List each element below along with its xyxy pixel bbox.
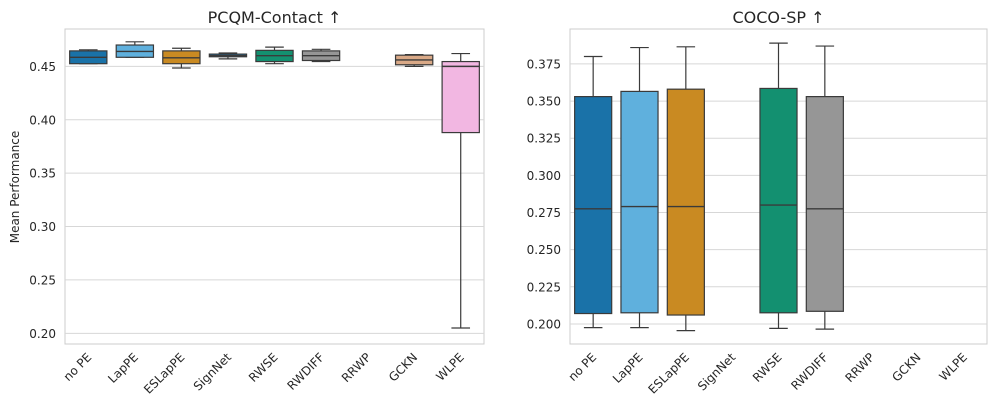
x-tick-label: SignNet [191, 350, 235, 394]
y-tick-label: 0.35 [29, 167, 56, 181]
box-lappe [620, 46, 659, 329]
x-tick-label: no PE [61, 350, 95, 384]
y-tick-label: 0.30 [29, 220, 56, 234]
x-tick-label: WLPE [936, 350, 969, 383]
iqr-box [441, 60, 480, 134]
x-tick-label: RWSE [750, 350, 785, 385]
y-tick-label: 0.20 [29, 327, 56, 341]
x-tick-label: RRWP [339, 350, 374, 385]
x-tick-label: ESLapPE [141, 350, 187, 396]
x-ticks-coco: no PE LapPE ESLapPE SignNet RWSE RWDIFF RRWP GC… [566, 350, 970, 397]
y-tick-label: 0.45 [29, 60, 56, 74]
box-wlpe [441, 52, 480, 329]
box-rwdiff [301, 48, 341, 63]
boxes-coco [574, 42, 844, 332]
y-ticks-coco: 0.200 0.225 0.250 0.275 0.300 0.325 0.350 0.375 [527, 57, 561, 331]
x-tick-label: RWDIFF [285, 350, 328, 393]
y-tick-label: 0.275 [527, 206, 561, 220]
grid-pcqm [65, 65, 484, 334]
y-tick-label: 0.350 [527, 95, 561, 109]
x-tick-label: GCKN [386, 350, 420, 384]
x-tick-label: SignNet [695, 350, 739, 394]
iqr-box [805, 96, 844, 312]
y-tick-label: 0.40 [29, 113, 56, 127]
box-no-pe [69, 49, 108, 65]
chart-title-coco: COCO-SP ↑ [732, 8, 824, 27]
y-tick-label: 0.325 [527, 132, 561, 146]
y-tick-label: 0.200 [527, 317, 561, 331]
x-ticks-pcqm: no PE LapPE ESLapPE SignNet RWSE RWDIFF RRWP GC… [61, 350, 467, 397]
panel-coco-sp: 0.200 0.225 0.250 0.275 0.300 0.325 0.350 0.375… [527, 8, 988, 397]
box-signnet [208, 52, 248, 60]
y-axis-label: Mean Performance [8, 131, 22, 244]
x-tick-label: RRWP [842, 350, 877, 385]
box-lappe [115, 41, 155, 58]
x-tick-label: LapPE [610, 350, 646, 386]
chart-title-pcqm: PCQM-Contact ↑ [208, 8, 342, 27]
iqr-box [666, 88, 705, 316]
boxes-pcqm [69, 41, 480, 329]
box-eslappe [666, 46, 705, 332]
box-rwdiff [805, 45, 844, 330]
y-ticks-pcqm: 0.20 0.25 0.30 0.35 0.40 0.45 [29, 60, 56, 341]
x-tick-label: ESLapPE [646, 350, 692, 396]
y-tick-label: 0.375 [527, 57, 561, 71]
box-no-pe [574, 55, 613, 329]
box-eslappe [162, 47, 201, 69]
x-tick-label: RWSE [246, 350, 281, 385]
iqr-box [620, 90, 659, 314]
y-tick-label: 0.250 [527, 243, 561, 257]
iqr-box [574, 96, 613, 315]
x-tick-label: RWDIFF [788, 350, 831, 393]
x-tick-label: no PE [566, 350, 600, 384]
y-tick-label: 0.25 [29, 273, 56, 287]
x-tick-label: LapPE [105, 350, 141, 386]
box-rwse [255, 46, 294, 65]
y-tick-label: 0.225 [527, 280, 561, 294]
x-tick-label: WLPE [433, 350, 466, 383]
y-tick-label: 0.300 [527, 169, 561, 183]
box-rwse [759, 42, 798, 329]
panel-pcqm-contact: 0.20 0.25 0.30 0.35 0.40 0.45 no PE LapPE ESLap… [8, 8, 485, 397]
plot-area-pcqm [64, 28, 485, 345]
x-tick-label: GCKN [889, 350, 923, 384]
box-gckn [394, 54, 434, 67]
iqr-box [759, 87, 798, 314]
